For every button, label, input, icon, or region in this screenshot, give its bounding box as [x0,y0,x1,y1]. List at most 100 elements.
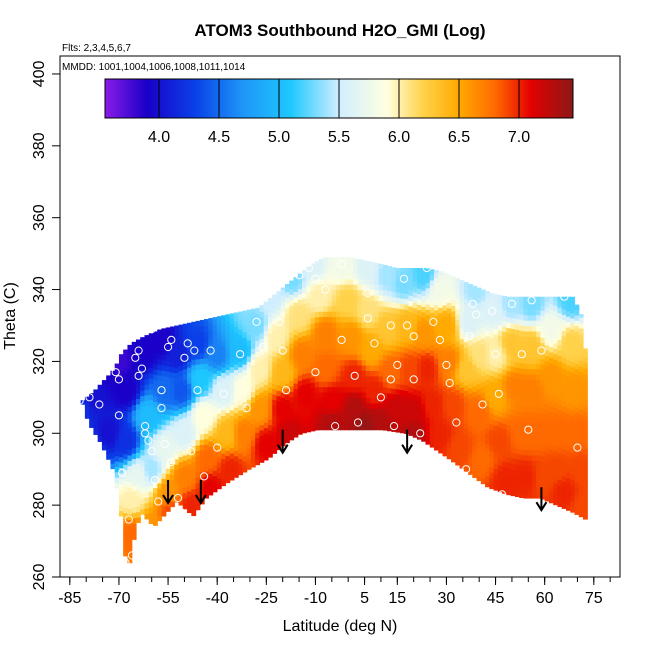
heatmap-cell [225,444,231,451]
heatmap-cell [195,439,201,446]
heatmap-cell [170,501,175,508]
heatmap-cell [382,279,388,286]
heatmap-cell [463,347,469,354]
heatmap-cell [267,359,273,366]
heatmap-cell [174,345,180,352]
heatmap-cell [178,499,184,506]
heatmap-cell [404,314,410,321]
heatmap-cell [170,361,175,368]
heatmap-cell [476,367,482,374]
heatmap-cell [174,325,180,331]
heatmap-cell [314,359,320,366]
observation-marker [137,364,146,373]
heatmap-cell [233,444,239,451]
heatmap-cell [472,342,478,349]
heatmap-cell [182,336,188,343]
heatmap-cell [199,439,205,446]
heatmap-cell [161,483,167,490]
heatmap-cell [123,464,129,471]
heatmap-cell [531,336,537,343]
heatmap-cell [425,330,431,337]
heatmap-cell [165,392,171,399]
heatmap-cell [331,391,337,398]
heatmap-cell [344,257,350,264]
heatmap-cell [280,321,286,328]
heatmap-cell [544,366,550,373]
heatmap-cell [399,330,405,337]
heatmap-cell [506,365,512,372]
heatmap-cell [540,482,546,489]
heatmap-cell [331,348,337,355]
heatmap-cell [195,320,201,327]
heatmap-cell [468,393,473,400]
heatmap-cell [544,409,550,416]
heatmap-cell [370,375,375,382]
heatmap-cell [455,292,461,299]
heatmap-cell [438,323,444,330]
heatmap-cell [412,318,418,325]
heatmap-cell [429,323,435,329]
heatmap-cell [272,399,278,406]
heatmap-cell [310,419,316,426]
heatmap-cell [106,383,112,390]
heatmap-cell [233,312,239,317]
heatmap-cell [110,441,116,448]
heatmap-cell [118,359,124,366]
heatmap-cell [148,410,154,417]
heatmap-cell [191,413,197,420]
heatmap-cell [174,480,180,487]
heatmap-cell [267,311,273,318]
heatmap-cell [93,428,99,435]
heatmap-cell [523,368,529,375]
heatmap-cell [242,423,248,430]
heatmap-cell [502,379,507,386]
heatmap-cell [314,381,320,388]
heatmap-cell [284,345,290,352]
heatmap-cell [421,398,427,405]
observation-marker [295,271,304,280]
heatmap-cell [527,320,533,327]
heatmap-cell [263,422,269,429]
heatmap-cell [519,421,524,428]
heatmap-cell [233,428,239,435]
heatmap-cell [178,359,184,366]
heatmap-cell [114,477,120,484]
heatmap-cell [302,297,307,304]
heatmap-cell [506,338,512,345]
heatmap-cell [459,397,465,404]
heatmap-cell [455,437,461,444]
heatmap-cell [523,481,529,488]
observation-marker [167,335,176,344]
observation-marker [150,475,160,485]
heatmap-cell [89,395,95,401]
heatmap-cell [429,349,435,356]
heatmap-cell [404,422,410,429]
heatmap-cell [408,386,414,393]
heatmap-cell [463,433,469,440]
heatmap-cell [293,409,299,416]
heatmap-cell [212,324,218,331]
heatmap-cell [416,298,422,305]
heatmap-cell [582,475,588,482]
heatmap-cell [242,358,248,365]
heatmap-cell [148,507,154,514]
heatmap-cell [216,456,222,463]
heatmap-cell [489,396,495,403]
heatmap-cell [246,409,252,416]
heatmap-cell [148,350,154,357]
heatmap-cell [153,395,158,402]
heatmap-cell [140,357,146,364]
heatmap-cell [157,385,163,392]
heatmap-cell [404,406,410,413]
heatmap-cell [425,406,431,413]
heatmap-cell [570,479,576,486]
heatmap-cell [263,379,269,386]
heatmap-cell [199,336,205,343]
heatmap-cell [561,357,567,364]
observation-marker [141,429,150,438]
heatmap-cell [416,331,422,338]
heatmap-cell [468,328,473,335]
heatmap-cell [459,333,465,340]
heatmap-cell [361,418,367,425]
heatmap-cell [135,463,141,470]
